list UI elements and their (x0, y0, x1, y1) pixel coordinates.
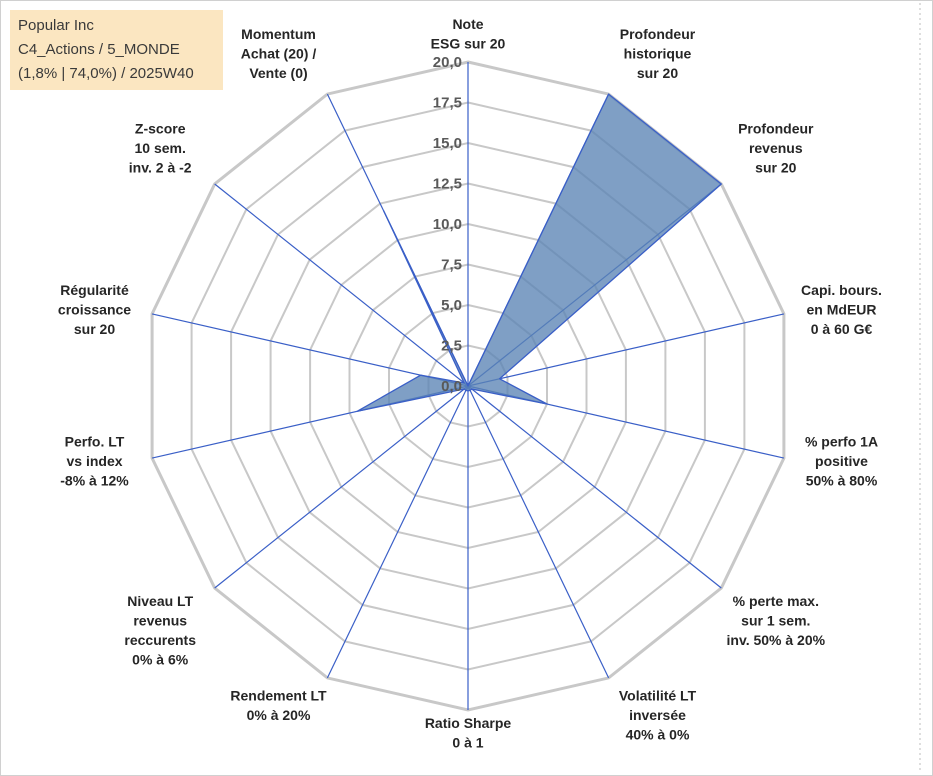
axis-spoke (467, 313, 785, 387)
axis-label: Volatilité LT inversée 40% à 0% (619, 687, 697, 742)
tick-label: 17,5 (433, 95, 462, 112)
axis-spoke (214, 183, 469, 387)
tick-label: 0,0 (441, 378, 462, 395)
tick-label: 7,5 (441, 257, 462, 274)
axis-label: Profondeur historique sur 20 (620, 26, 696, 81)
tick-label: 20,0 (433, 54, 462, 71)
scroll-strip (919, 3, 921, 773)
axis-label: Ratio Sharpe 0 à 1 (425, 715, 512, 751)
axis-label: % perte max. sur 1 sem. inv. 50% à 20% (727, 593, 826, 648)
info-stats: (1,8% | 74,0%) / 2025W40 (18, 65, 194, 82)
radar-axis-labels: Note ESG sur 20 Profondeur historique sur 20… (58, 16, 882, 751)
tick-label: 2,5 (441, 338, 462, 355)
axis-label: Profondeur revenus sur 20 (738, 121, 814, 176)
axis-label: Momentum Achat (20) / Vente (0) (241, 26, 317, 81)
axis-label: % perfo 1A positive 50% à 80% (805, 433, 878, 488)
tick-label: 12,5 (433, 176, 462, 193)
info-company: Popular Inc (18, 17, 94, 34)
axis-spoke (467, 385, 722, 589)
axis-label: Capi. bours. en MdEUR 0 à 60 G€ (801, 282, 882, 337)
radar-series (356, 93, 722, 412)
tick-label: 10,0 (433, 216, 462, 233)
axis-spoke (467, 385, 610, 679)
axis-label: Rendement LT 0% à 20% (230, 687, 327, 723)
axis-label: Régularité croissance sur 20 (58, 282, 131, 337)
axis-spoke (326, 385, 469, 679)
axis-spoke (151, 313, 469, 387)
info-box: Popular Inc C4_Actions / 5_MONDE (1,8% |… (10, 10, 223, 90)
series-area (356, 93, 722, 412)
axis-spoke (214, 385, 469, 589)
tick-label: 5,0 (441, 297, 462, 314)
info-category: C4_Actions / 5_MONDE (18, 41, 180, 58)
axis-label: Perfo. LT vs index -8% à 12% (60, 433, 129, 488)
axis-label: Note ESG sur 20 (431, 16, 506, 52)
axis-label: Niveau LT revenus reccurents 0% à 6% (124, 593, 196, 668)
axis-label: Z-score 10 sem. inv. 2 à -2 (129, 121, 192, 176)
tick-label: 15,0 (433, 135, 462, 152)
radar-tick-labels: 0,0 2,5 5,0 7,5 10,0 12,5 15,0 17,5 20,0 (433, 54, 462, 395)
